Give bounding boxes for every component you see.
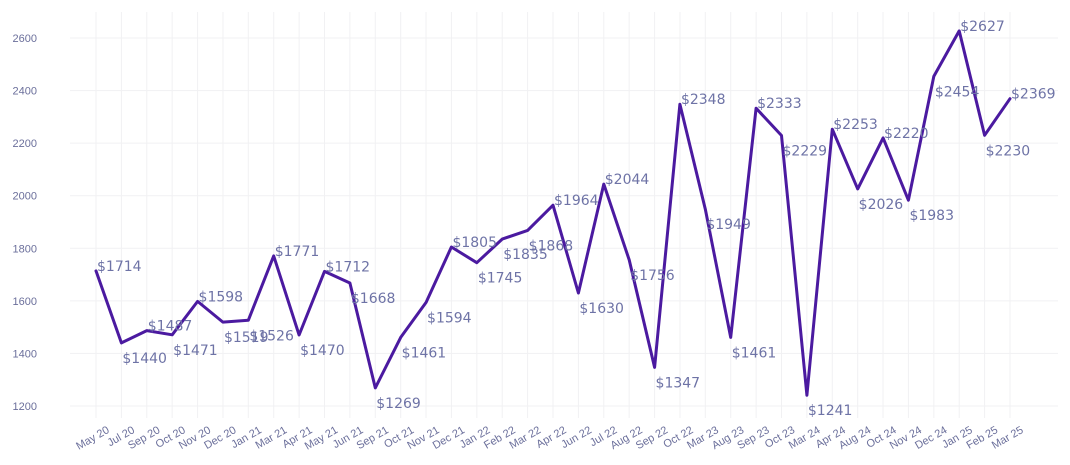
- y-tick-label: 1800: [13, 243, 37, 255]
- y-tick-label: 2600: [13, 33, 37, 45]
- data-label: $1835: [503, 247, 548, 263]
- y-axis: 1200 1400 1600 1800 2000 2200 2400 2600: [13, 33, 37, 413]
- data-label: $2627: [960, 19, 1005, 35]
- data-label: $1712: [326, 259, 371, 275]
- data-label: $1983: [909, 208, 954, 224]
- data-label: $2333: [757, 96, 802, 112]
- y-tick-label: 1400: [13, 348, 37, 360]
- data-label: $2229: [783, 144, 828, 160]
- y-tick-label: 2400: [13, 86, 37, 98]
- data-label: $2230: [986, 143, 1031, 159]
- data-label: $1745: [478, 271, 523, 287]
- data-label: $1756: [630, 268, 675, 284]
- data-label: $1470: [300, 343, 345, 359]
- data-label: $1630: [579, 301, 624, 317]
- series-line: [94, 29, 1012, 397]
- y-tick-label: 2000: [13, 191, 37, 203]
- data-label: $1668: [351, 291, 396, 307]
- data-label: $2220: [884, 126, 929, 142]
- data-label: $1805: [452, 235, 497, 251]
- data-labels: $1714 $1440 $1487 $1471 $1598 $1519$1526 $1771…: [97, 19, 1056, 419]
- data-label: $1519: [224, 330, 269, 346]
- data-label: $1594: [427, 310, 472, 326]
- data-label: $1868: [529, 238, 574, 254]
- data-label: $2253: [833, 117, 878, 133]
- y-tick-label: 1600: [13, 296, 37, 308]
- data-label: $2454: [935, 84, 980, 100]
- data-label: $1461: [402, 345, 447, 361]
- data-label: $2348: [681, 92, 726, 108]
- grid: [70, 12, 1058, 418]
- y-tick-label: 2200: [13, 138, 37, 150]
- data-label: $1598: [199, 289, 244, 305]
- y-tick-label: 1200: [13, 401, 37, 413]
- data-label: $2369: [1011, 87, 1056, 103]
- data-label: $1487: [148, 319, 193, 335]
- data-label: $1771: [275, 244, 320, 260]
- data-label: $1714: [97, 259, 142, 275]
- data-label: $1964: [554, 193, 599, 209]
- data-label: $1241: [808, 403, 853, 419]
- data-label: $1347: [656, 375, 701, 391]
- data-label: $1461: [732, 345, 777, 361]
- data-label: $2044: [605, 172, 650, 188]
- data-label: $1949: [706, 217, 751, 233]
- data-label: $1440: [122, 351, 167, 367]
- data-label: $1526: [249, 328, 294, 344]
- data-label: $1269: [376, 396, 421, 412]
- data-label: $2026: [859, 197, 904, 213]
- data-label: $1471: [173, 343, 218, 359]
